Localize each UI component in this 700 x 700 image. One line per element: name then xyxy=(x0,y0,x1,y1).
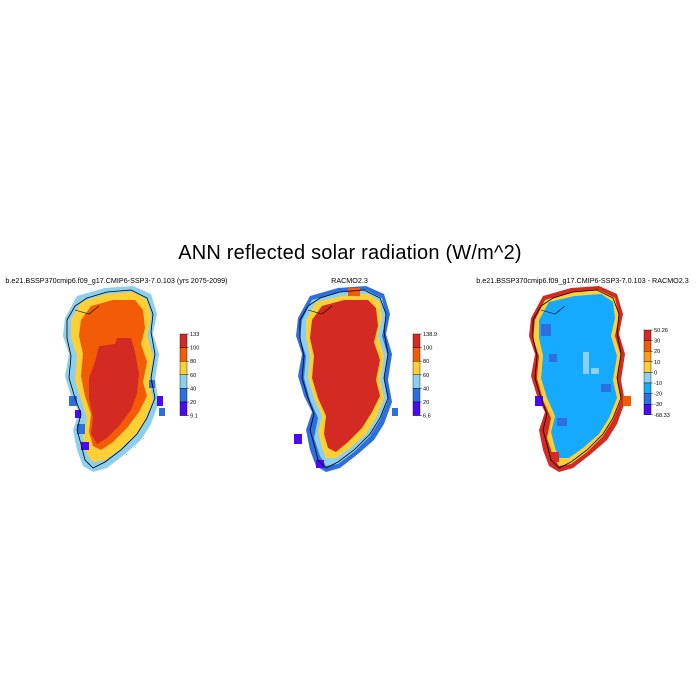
colorbar-box xyxy=(643,393,652,405)
colorbar-tick-label: 100 xyxy=(190,346,199,352)
colorbar-tick-label: 40 xyxy=(190,386,196,392)
colorbar-tick-label: 60 xyxy=(423,373,429,379)
greenland-map-difference xyxy=(529,286,631,472)
colorbar-tick-label: 40 xyxy=(423,386,429,392)
panel-difference-title: b.e21.BSSP370cmip6.f09_g17.CMIP6-SSP3-7.… xyxy=(476,276,689,285)
colorbar-box xyxy=(412,333,421,348)
coastline xyxy=(532,289,622,469)
panel-difference: b.e21.BSSP370cmip6.f09_g17.CMIP6-SSP3-7.… xyxy=(466,276,699,476)
colorbar-tick-label: 20 xyxy=(423,400,429,406)
coastline xyxy=(66,289,156,469)
colorbar-tick-label: 80 xyxy=(190,359,196,365)
colorbar-box xyxy=(179,347,188,362)
colorbar-box xyxy=(179,388,188,403)
colorbar-box xyxy=(412,374,421,389)
colorbar-tick-label: 80 xyxy=(423,359,429,365)
coastline xyxy=(299,289,389,469)
colorbar-box xyxy=(412,361,421,376)
colorbar-box xyxy=(412,401,421,416)
colorbar-box xyxy=(179,333,188,348)
colorbar-tick-label: 133 xyxy=(190,332,199,338)
colorbar-box xyxy=(643,329,652,341)
colorbar-tick-label: -30 xyxy=(654,402,662,408)
figure-title: ANN reflected solar radiation (W/m^2) xyxy=(178,242,522,264)
panel-model: b.e21.BSSP370cmip6.f09_g17.CMIP6-SSP3-7.… xyxy=(0,276,233,476)
colorbar-box xyxy=(643,351,652,363)
colorbar-tick-label: 138.9 xyxy=(423,332,437,338)
colorbar-difference: 50.26 30 20 10 0 -10 -20 -30 -68.33 xyxy=(643,328,670,419)
interior-blue xyxy=(539,294,617,458)
colorbar-tick-label: 6.6 xyxy=(423,414,431,420)
colorbar-box xyxy=(643,382,652,394)
colorbar-racmo: 138.9 100 80 60 40 20 6.6 xyxy=(412,332,437,420)
colorbar-box xyxy=(643,361,652,373)
colorbar-tick-label: -20 xyxy=(654,392,662,398)
colorbar-tick-label: 9.1 xyxy=(190,414,198,420)
greenland-map-racmo xyxy=(294,286,398,472)
colorbar-box xyxy=(643,340,652,352)
interior-red xyxy=(310,300,380,452)
colorbar-tick-label: 0 xyxy=(654,370,657,376)
colorbar-box xyxy=(179,374,188,389)
colorbar-box xyxy=(412,388,421,403)
colorbar-box xyxy=(643,372,652,384)
colorbar-tick-label: 50.26 xyxy=(654,328,668,334)
panel-model-title: b.e21.BSSP370cmip6.f09_g17.CMIP6-SSP3-7.… xyxy=(5,276,228,285)
colorbar-tick-label: 20 xyxy=(654,349,660,355)
colorbar-tick-label: 60 xyxy=(190,373,196,379)
interior-red xyxy=(89,338,139,444)
panel-racmo: RACMO2.3 138.9 100 80 60 40 20 6.6 xyxy=(233,276,466,476)
colorbar-tick-label: -10 xyxy=(654,381,662,387)
colorbar-model: 133 100 80 60 40 20 9.1 xyxy=(179,332,199,420)
colorbar-box xyxy=(179,401,188,416)
colorbar-box xyxy=(412,347,421,362)
colorbar-tick-label: 100 xyxy=(423,346,432,352)
colorbar-tick-label: 10 xyxy=(654,360,660,366)
colorbar-tick-label: -68.33 xyxy=(654,413,670,419)
colorbar-box xyxy=(643,403,652,415)
panel-racmo-title: RACMO2.3 xyxy=(331,276,368,285)
colorbar-tick-label: 20 xyxy=(190,400,196,406)
greenland-map-model xyxy=(63,286,165,472)
colorbar-box xyxy=(179,361,188,376)
colorbar-tick-label: 30 xyxy=(654,339,660,345)
